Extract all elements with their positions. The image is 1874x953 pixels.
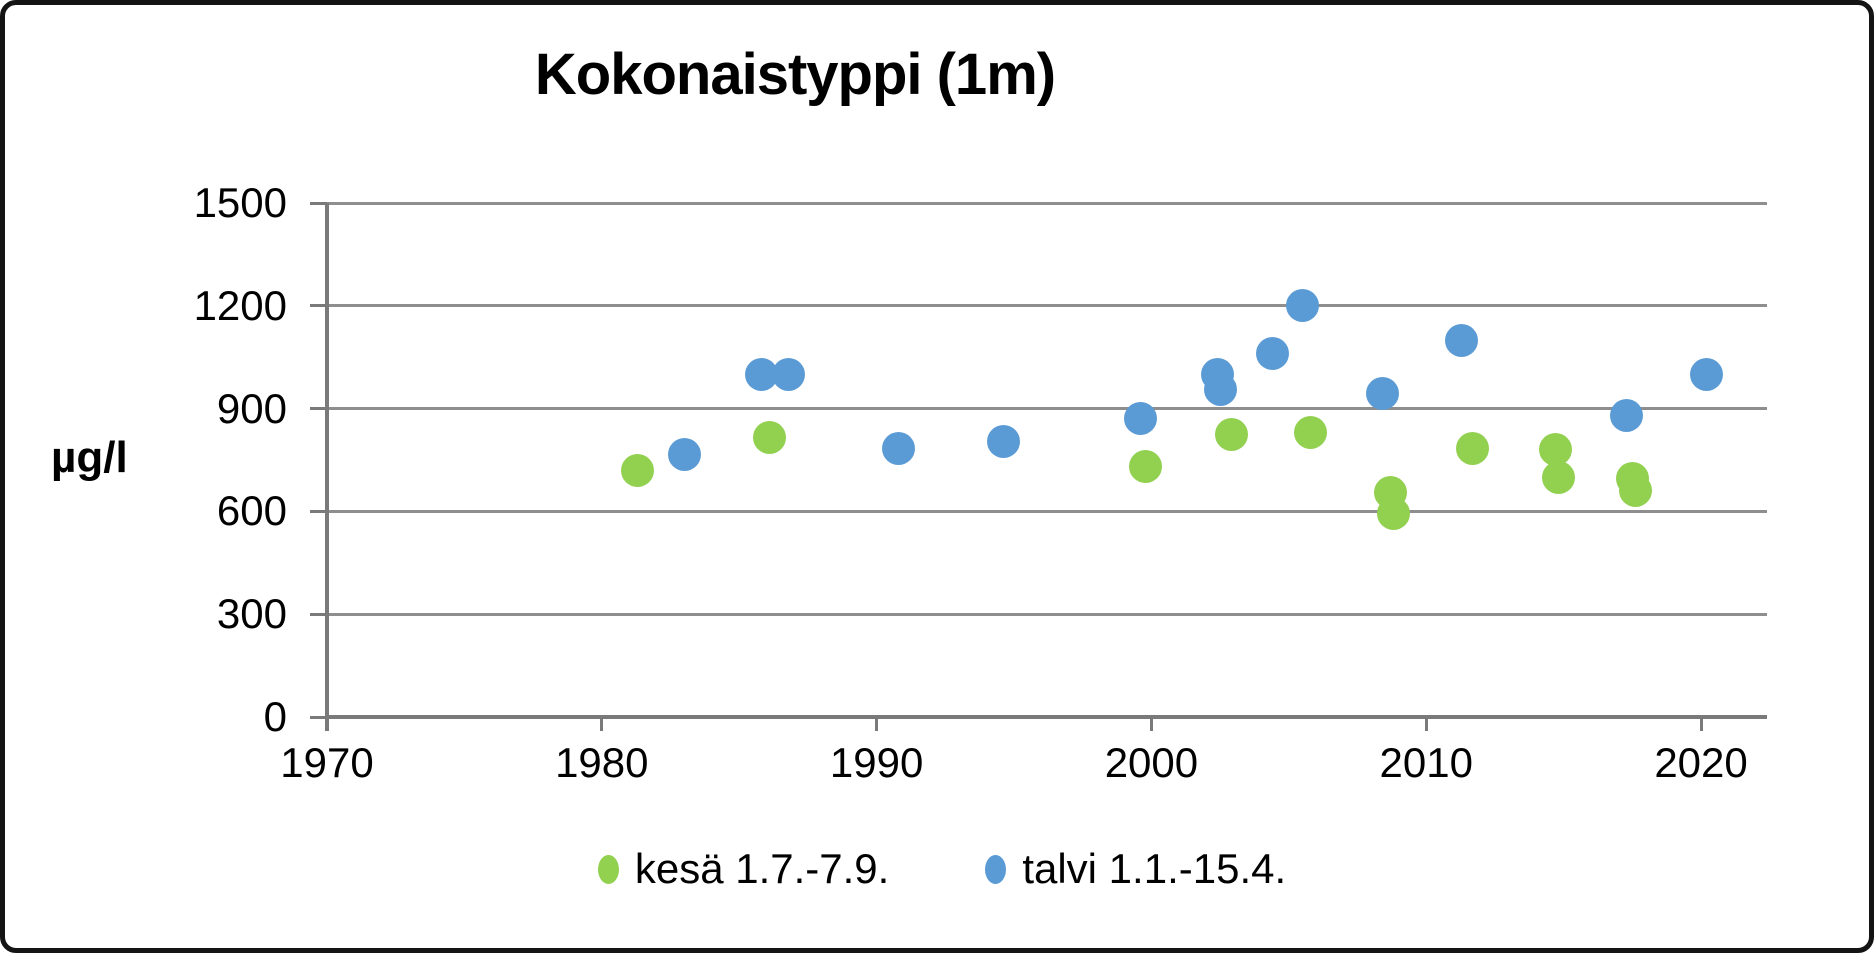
gridline-900 bbox=[327, 407, 1767, 411]
x-tick-label: 2020 bbox=[1654, 739, 1748, 786]
x-tick-1970 bbox=[325, 717, 329, 731]
y-tick-label: 600 bbox=[216, 487, 287, 535]
x-axis-line bbox=[327, 715, 1767, 719]
y-tick-900 bbox=[310, 407, 327, 411]
data-point-summer bbox=[1618, 474, 1652, 508]
x-tick-2020 bbox=[1699, 717, 1703, 731]
x-tick-label: 2000 bbox=[1104, 739, 1199, 786]
y-tick-label: 1500 bbox=[193, 179, 287, 226]
x-tick-1990 bbox=[875, 717, 879, 731]
x-tick-1980 bbox=[600, 717, 604, 731]
data-point-summer bbox=[1214, 417, 1248, 451]
legend-item-winter: talvi 1.1.-15.4. bbox=[985, 841, 1286, 897]
data-point-summer bbox=[621, 453, 655, 487]
data-point-winter bbox=[772, 357, 806, 391]
data-point-winter bbox=[882, 431, 916, 465]
legend-label: kesä 1.7.-7.9. bbox=[634, 845, 890, 892]
legend-item-summer: kesä 1.7.-7.9. bbox=[597, 841, 890, 897]
x-tick-label: 1970 bbox=[280, 739, 374, 786]
y-tick-600 bbox=[310, 509, 327, 513]
gridline-1500 bbox=[327, 201, 1767, 205]
data-point-winter bbox=[986, 424, 1020, 458]
data-point-winter bbox=[667, 438, 701, 472]
data-point-summer bbox=[1456, 431, 1490, 465]
y-tick-label: 300 bbox=[216, 590, 287, 638]
data-point-summer bbox=[1541, 460, 1575, 494]
gridline-300 bbox=[327, 612, 1767, 616]
x-tick-label: 2010 bbox=[1379, 739, 1473, 786]
gridline-600 bbox=[327, 509, 1767, 513]
data-point-winter bbox=[1365, 376, 1399, 410]
data-point-winter bbox=[1203, 373, 1237, 407]
y-tick-1200 bbox=[310, 304, 327, 308]
y-axis-line bbox=[325, 203, 329, 731]
data-point-winter bbox=[1690, 357, 1724, 391]
y-axis-unit-label: µg/l bbox=[51, 433, 128, 482]
legend-marker-icon bbox=[597, 854, 619, 884]
data-point-winter bbox=[1286, 289, 1320, 323]
x-tick-2010 bbox=[1424, 717, 1428, 731]
legend: kesä 1.7.-7.9. talvi 1.1.-15.4. bbox=[5, 841, 1869, 897]
y-tick-0 bbox=[310, 715, 327, 719]
data-point-summer bbox=[1294, 416, 1328, 450]
y-tick-label: 900 bbox=[216, 384, 287, 432]
data-point-winter bbox=[1445, 323, 1479, 357]
data-point-summer bbox=[1129, 450, 1163, 484]
gridline-1200 bbox=[327, 304, 1767, 308]
data-point-summer bbox=[752, 421, 786, 455]
x-tick-label: 1980 bbox=[555, 739, 649, 786]
data-point-winter bbox=[1123, 402, 1157, 436]
x-tick-label: 1990 bbox=[829, 739, 924, 786]
y-tick-label: 0 bbox=[263, 693, 287, 740]
y-tick-300 bbox=[310, 612, 327, 616]
legend-marker-icon bbox=[985, 854, 1007, 884]
y-tick-1500 bbox=[310, 201, 327, 205]
data-point-winter bbox=[1610, 398, 1644, 432]
data-point-winter bbox=[1255, 337, 1289, 371]
data-point-summer bbox=[1376, 496, 1410, 530]
chart-title: Kokonaistyppi (1m) bbox=[534, 42, 1056, 107]
x-tick-2000 bbox=[1149, 717, 1153, 731]
legend-label: talvi 1.1.-15.4. bbox=[1022, 845, 1287, 892]
y-tick-label: 1200 bbox=[193, 281, 287, 329]
